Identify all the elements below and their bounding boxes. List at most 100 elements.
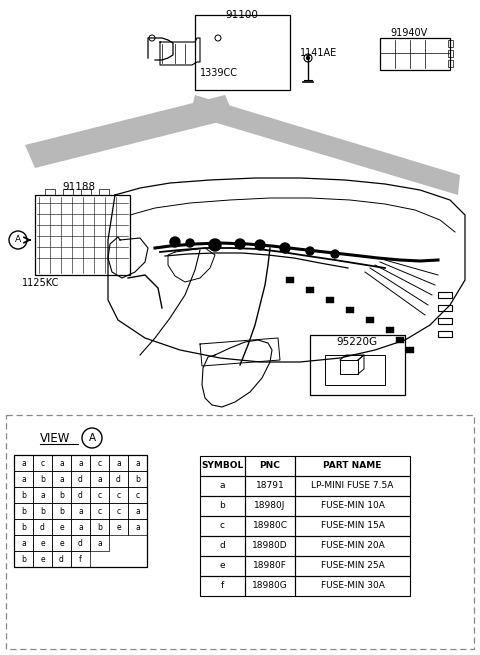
Text: a: a	[40, 491, 45, 500]
Text: a: a	[135, 523, 140, 531]
Bar	[295, 456, 410, 476]
Bar	[35, 195, 130, 275]
Bar	[14, 519, 33, 535]
Bar	[295, 576, 410, 596]
Text: 95220G: 95220G	[336, 337, 378, 347]
Text: b: b	[40, 506, 45, 515]
Bar	[33, 503, 52, 519]
Bar	[310, 335, 405, 395]
Text: FUSE-MIN 30A: FUSE-MIN 30A	[321, 582, 384, 591]
Text: f: f	[221, 582, 224, 591]
Bar	[386, 327, 394, 333]
Bar	[52, 519, 71, 535]
Bar	[295, 476, 410, 496]
Text: VIEW: VIEW	[40, 432, 71, 445]
Bar	[245, 556, 295, 576]
Text: 18980F: 18980F	[253, 561, 287, 571]
Text: a: a	[116, 458, 121, 468]
Bar	[90, 487, 109, 503]
Text: c: c	[117, 506, 120, 515]
Circle shape	[170, 237, 180, 247]
Text: 1339CC: 1339CC	[200, 68, 238, 78]
Bar	[71, 455, 90, 471]
Bar	[200, 496, 245, 516]
Bar	[33, 487, 52, 503]
Text: FUSE-MIN 25A: FUSE-MIN 25A	[321, 561, 384, 571]
Text: d: d	[220, 542, 226, 550]
Text: b: b	[21, 555, 26, 563]
Bar	[71, 503, 90, 519]
Text: a: a	[97, 474, 102, 483]
Bar	[52, 471, 71, 487]
Bar	[71, 519, 90, 535]
Bar	[245, 456, 295, 476]
Text: c: c	[220, 521, 225, 531]
Bar	[45, 189, 55, 195]
Bar	[109, 503, 128, 519]
Text: e: e	[59, 523, 64, 531]
Bar	[195, 15, 290, 90]
Bar	[245, 576, 295, 596]
Bar	[52, 535, 71, 551]
Bar	[406, 347, 414, 353]
Text: b: b	[40, 474, 45, 483]
Text: 1141AE: 1141AE	[300, 48, 337, 58]
Bar	[109, 487, 128, 503]
Text: 91100: 91100	[226, 10, 258, 20]
Text: FUSE-MIN 20A: FUSE-MIN 20A	[321, 542, 384, 550]
Bar	[245, 476, 295, 496]
Text: b: b	[59, 491, 64, 500]
Bar	[90, 519, 109, 535]
Circle shape	[280, 243, 290, 253]
Bar	[128, 471, 147, 487]
Bar	[200, 556, 245, 576]
Bar	[128, 455, 147, 471]
Bar	[295, 556, 410, 576]
Text: b: b	[21, 506, 26, 515]
Text: c: c	[40, 458, 45, 468]
Text: c: c	[117, 491, 120, 500]
Bar	[33, 455, 52, 471]
Text: d: d	[59, 555, 64, 563]
Bar	[366, 317, 374, 323]
Bar	[109, 455, 128, 471]
Bar	[90, 471, 109, 487]
Text: FUSE-MIN 10A: FUSE-MIN 10A	[321, 502, 384, 510]
Bar	[396, 337, 404, 343]
Bar	[109, 471, 128, 487]
Bar	[295, 496, 410, 516]
Text: LP-MINI FUSE 7.5A: LP-MINI FUSE 7.5A	[312, 481, 394, 491]
Bar	[438, 331, 452, 337]
Bar	[71, 471, 90, 487]
Bar	[14, 487, 33, 503]
Text: 91188: 91188	[62, 182, 95, 192]
Bar	[52, 455, 71, 471]
Text: A: A	[15, 236, 21, 244]
Text: a: a	[21, 458, 26, 468]
Text: FUSE-MIN 15A: FUSE-MIN 15A	[321, 521, 384, 531]
Bar	[14, 535, 33, 551]
Text: a: a	[78, 523, 83, 531]
Text: b: b	[59, 506, 64, 515]
Text: d: d	[40, 523, 45, 531]
Bar	[325, 355, 385, 385]
Bar	[63, 189, 73, 195]
Bar	[14, 551, 33, 567]
Bar	[81, 189, 91, 195]
Bar	[245, 536, 295, 556]
Bar	[438, 318, 452, 324]
Text: a: a	[97, 538, 102, 548]
Text: a: a	[135, 458, 140, 468]
Bar	[448, 50, 453, 57]
Text: a: a	[21, 538, 26, 548]
Text: d: d	[78, 474, 83, 483]
Circle shape	[255, 240, 265, 250]
Bar	[326, 297, 334, 303]
Text: 18980G: 18980G	[252, 582, 288, 591]
Polygon shape	[190, 95, 460, 195]
Text: 91940V: 91940V	[390, 28, 427, 38]
Text: SYMBOL: SYMBOL	[202, 462, 244, 470]
Circle shape	[331, 250, 339, 258]
Polygon shape	[25, 95, 235, 168]
Bar	[90, 535, 109, 551]
